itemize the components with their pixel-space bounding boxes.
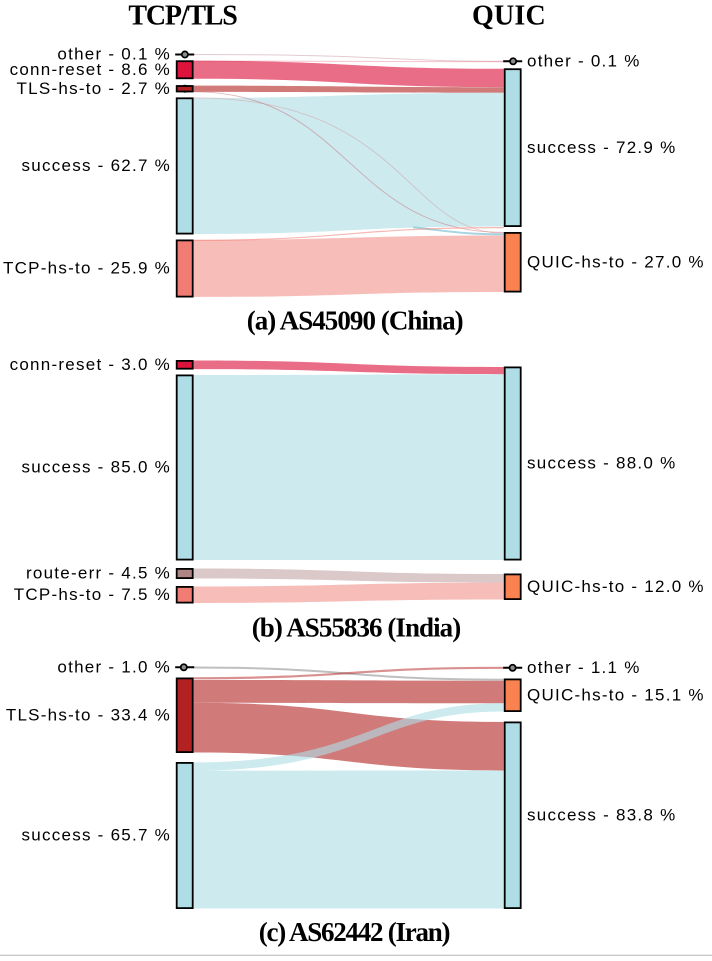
svg-text:other - 0.1 %: other - 0.1 % xyxy=(527,52,641,71)
svg-text:other - 1.0 %: other - 1.0 % xyxy=(57,658,171,677)
svg-text:QUIC: QUIC xyxy=(472,1,546,32)
svg-text:(b) AS55836 (India): (b) AS55836 (India) xyxy=(252,613,461,643)
svg-text:success - 65.7 %: success - 65.7 % xyxy=(22,826,171,845)
svg-text:QUIC-hs-to - 15.1 %: QUIC-hs-to - 15.1 % xyxy=(527,686,705,705)
svg-text:(c) AS62442 (Iran): (c) AS62442 (Iran) xyxy=(259,917,450,947)
svg-text:conn-reset - 8.6 %: conn-reset - 8.6 % xyxy=(10,60,171,79)
svg-text:other - 0.1 %: other - 0.1 % xyxy=(57,45,171,64)
svg-text:route-err - 4.5 %: route-err - 4.5 % xyxy=(26,564,171,583)
svg-text:TLS-hs-to - 2.7 %: TLS-hs-to - 2.7 % xyxy=(17,79,171,98)
svg-text:success - 62.7 %: success - 62.7 % xyxy=(22,156,171,175)
svg-text:TLS-hs-to - 33.4 %: TLS-hs-to - 33.4 % xyxy=(6,706,171,725)
svg-text:QUIC-hs-to - 27.0 %: QUIC-hs-to - 27.0 % xyxy=(527,253,705,272)
svg-text:success - 72.9 %: success - 72.9 % xyxy=(527,138,676,157)
svg-text:TCP-hs-to - 25.9 %: TCP-hs-to - 25.9 % xyxy=(3,259,171,278)
svg-text:success - 88.0 %: success - 88.0 % xyxy=(527,454,676,473)
svg-text:TCP-hs-to - 7.5 %: TCP-hs-to - 7.5 % xyxy=(14,585,171,604)
svg-text:TCP/TLS: TCP/TLS xyxy=(128,1,237,32)
svg-text:QUIC-hs-to - 12.0 %: QUIC-hs-to - 12.0 % xyxy=(527,577,705,596)
svg-text:(a) AS45090 (China): (a) AS45090 (China) xyxy=(247,306,463,336)
svg-text:other - 1.1 %: other - 1.1 % xyxy=(527,658,641,677)
svg-text:success - 85.0 %: success - 85.0 % xyxy=(22,458,171,477)
svg-text:success - 83.8 %: success - 83.8 % xyxy=(527,806,676,825)
svg-text:conn-reset - 3.0 %: conn-reset - 3.0 % xyxy=(10,355,171,374)
